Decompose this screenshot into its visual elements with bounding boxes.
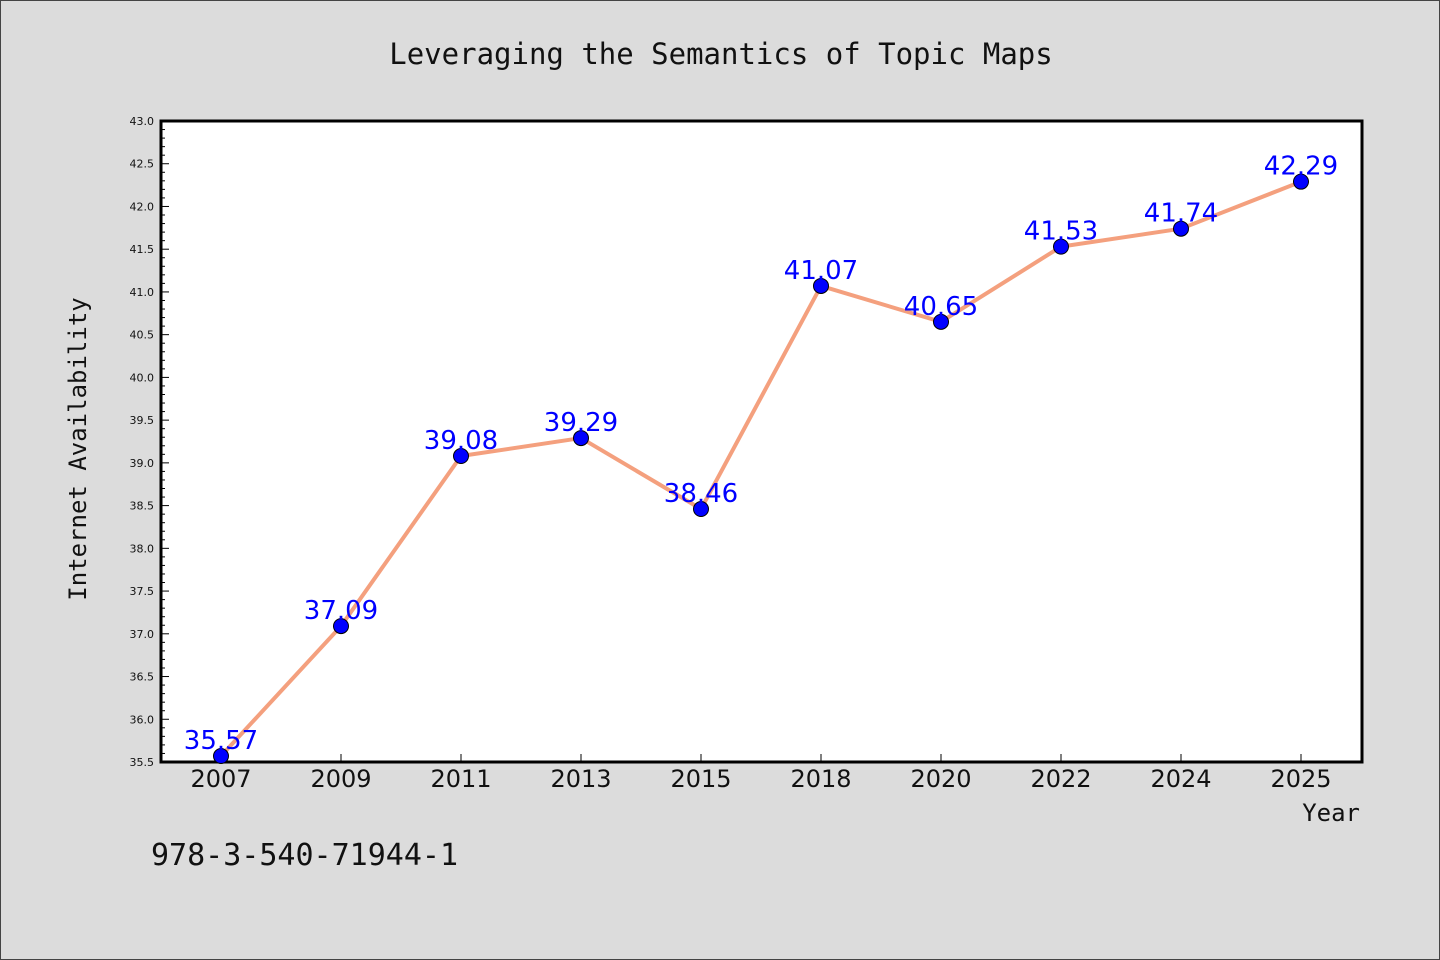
series-line-group <box>219 179 1302 758</box>
y-tick-label: 41.0 <box>130 286 155 299</box>
x-tick-label: 2022 <box>1030 765 1091 793</box>
y-tick-label: 39.0 <box>130 457 155 470</box>
x-tick-label: 2020 <box>910 765 971 793</box>
y-tick-label: 37.0 <box>130 628 155 641</box>
data-point <box>933 313 949 330</box>
x-axis-label: Year <box>1302 799 1360 827</box>
data-point <box>1053 238 1069 255</box>
data-point <box>813 277 829 294</box>
y-tick-label: 43.0 <box>130 115 155 128</box>
data-label: 41.07 <box>784 256 858 286</box>
data-label: 41.74 <box>1144 199 1218 229</box>
data-point <box>1293 173 1309 190</box>
y-tick-label: 38.5 <box>130 500 155 513</box>
data-label: 41.53 <box>1024 217 1098 247</box>
markers-group <box>213 173 1309 765</box>
data-label: 35.57 <box>184 726 258 756</box>
data-point <box>453 448 469 465</box>
isbn-caption: 978-3-540-71944-1 <box>151 838 458 873</box>
x-tick-label: 2015 <box>670 765 731 793</box>
y-tick-label: 42.0 <box>130 200 155 213</box>
y-tick-label: 39.5 <box>130 414 155 427</box>
y-tick-label: 40.5 <box>130 329 155 342</box>
x-tick-label: 2013 <box>550 765 611 793</box>
x-tick-label: 2009 <box>310 765 371 793</box>
data-label: 39.29 <box>544 408 618 438</box>
y-tick-label: 42.5 <box>130 158 155 171</box>
y-axis: 35.5 36.0 36.5 37.0 37.5 38.0 38.5 39.0 39.5 40.0… <box>130 115 169 769</box>
data-point <box>333 618 349 635</box>
x-tick-label: 2024 <box>1150 765 1211 793</box>
data-point <box>693 501 709 518</box>
y-tick-label: 41.5 <box>130 243 155 256</box>
data-label: 37.09 <box>304 596 378 626</box>
data-label: 42.29 <box>1264 152 1338 182</box>
data-point <box>213 748 229 765</box>
y-axis-label: Internet Availability <box>64 297 92 600</box>
x-tick-label: 2025 <box>1270 765 1331 793</box>
x-axis: 2007 2009 2011 2013 2015 2018 2020 2022 2024 2025 <box>190 754 1332 793</box>
x-tick-label: 2011 <box>430 765 491 793</box>
chart-title: Leveraging the Semantics of Topic Maps <box>389 37 1052 71</box>
data-labels-group: 35.57 37.09 39.08 39.29 38.46 41.07 40.65 41.53… <box>184 152 1338 756</box>
data-label: 40.65 <box>904 292 978 322</box>
y-tick-label: 36.0 <box>130 713 155 726</box>
y-tick-label: 37.5 <box>130 585 155 598</box>
y-tick-label: 40.0 <box>130 371 155 384</box>
x-tick-label: 2018 <box>790 765 851 793</box>
series-line <box>219 179 1302 758</box>
plot-area <box>159 119 1364 764</box>
y-tick-label: 35.5 <box>130 756 155 769</box>
data-point <box>573 430 589 447</box>
data-point <box>1173 220 1189 237</box>
y-tick-label: 38.0 <box>130 542 155 555</box>
x-tick-label: 2007 <box>190 765 251 793</box>
y-tick-label: 36.5 <box>130 671 155 684</box>
data-label: 39.08 <box>424 426 498 456</box>
data-label: 38.46 <box>664 479 738 509</box>
